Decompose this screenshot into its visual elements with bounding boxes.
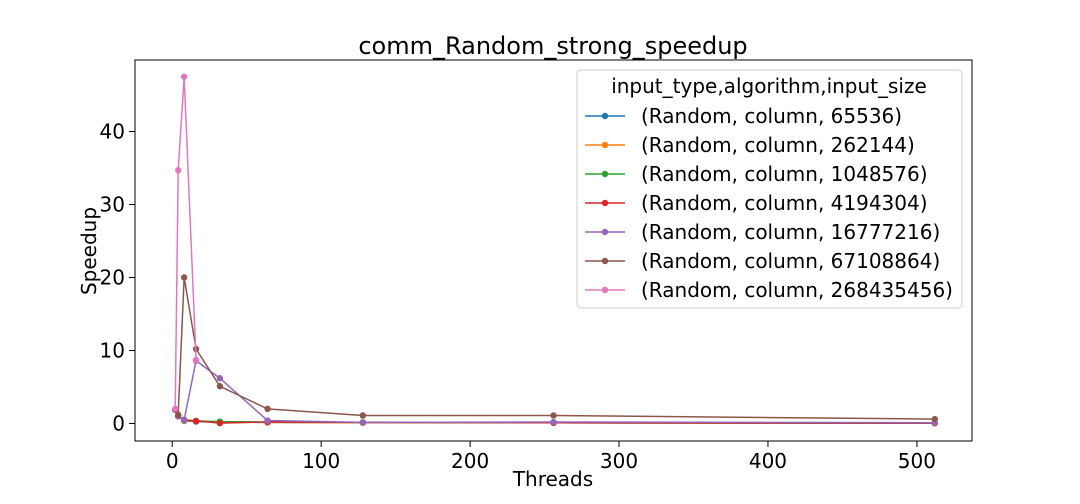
legend-swatch-marker	[601, 170, 609, 178]
data-point	[264, 405, 271, 413]
y-tick-label: 0	[112, 411, 125, 435]
legend-title: input_type,algorithm,input_size	[611, 74, 927, 98]
legend-swatch-marker	[601, 141, 609, 149]
y-tick-label: 40	[100, 120, 125, 144]
data-point	[359, 412, 367, 419]
legend-swatch-marker	[601, 199, 609, 207]
y-tick-label: 20	[100, 266, 125, 290]
data-point	[192, 356, 200, 364]
y-tick-label: 30	[100, 193, 125, 217]
legend-item: (Random, column, 262144)	[585, 133, 915, 157]
data-point	[180, 274, 188, 281]
legend-box	[576, 69, 963, 309]
legend-label: (Random, column, 4194304)	[641, 191, 928, 215]
data-point	[550, 418, 557, 426]
x-tick-label: 500	[898, 449, 936, 473]
legend-label: (Random, column, 268435456)	[641, 278, 953, 302]
plot-area	[172, 73, 938, 427]
x-tick-label: 200	[451, 449, 489, 473]
legend-label: (Random, column, 262144)	[641, 133, 915, 157]
data-point	[180, 73, 188, 80]
series-line	[174, 76, 197, 409]
data-point	[172, 405, 179, 413]
data-point	[174, 411, 182, 418]
plot-frame	[134, 59, 973, 442]
data-point	[216, 383, 224, 390]
data-point	[192, 417, 200, 425]
legend-label: (Random, column, 1048576)	[641, 162, 928, 186]
x-tick-label: 300	[600, 449, 638, 473]
data-point	[931, 415, 938, 423]
series-7	[172, 73, 200, 413]
legend-item: (Random, column, 268435456)	[585, 278, 953, 302]
x-axis: 0 100 200 300 400 500	[166, 441, 936, 473]
series-6	[172, 274, 938, 423]
legend-label: (Random, column, 67108864)	[641, 249, 940, 273]
data-point	[264, 417, 271, 424]
legend-item: (Random, column, 1048576)	[585, 162, 928, 186]
legend-item: (Random, column, 16777216)	[585, 220, 940, 244]
legend: input_type,algorithm,input_size (Random,…	[576, 69, 963, 309]
chart-title: comm_Random_strong_speedup	[358, 32, 747, 60]
legend-swatch-marker	[601, 286, 609, 294]
x-tick-label: 400	[749, 449, 787, 473]
legend-item: (Random, column, 65536)	[585, 104, 902, 128]
data-point	[216, 375, 224, 382]
legend-item: (Random, column, 4194304)	[585, 191, 928, 215]
legend-swatch-marker	[601, 257, 609, 265]
legend-item: (Random, column, 67108864)	[585, 249, 940, 273]
legend-swatch-marker	[601, 112, 609, 120]
data-point	[174, 167, 182, 174]
data-point	[550, 412, 557, 419]
data-point	[216, 419, 224, 427]
x-axis-label: Threads	[512, 467, 593, 491]
x-tick-label: 100	[302, 449, 340, 473]
legend-label: (Random, column, 16777216)	[641, 220, 940, 244]
y-tick-label: 10	[100, 338, 125, 362]
data-point	[180, 416, 188, 424]
data-point	[359, 419, 367, 426]
legend-swatch-marker	[601, 228, 609, 236]
legend-label: (Random, column, 65536)	[641, 104, 902, 128]
y-axis-label: Speedup	[77, 207, 101, 295]
x-tick-label: 0	[166, 449, 179, 473]
y-axis: 0 10 20 30 40	[100, 120, 135, 435]
